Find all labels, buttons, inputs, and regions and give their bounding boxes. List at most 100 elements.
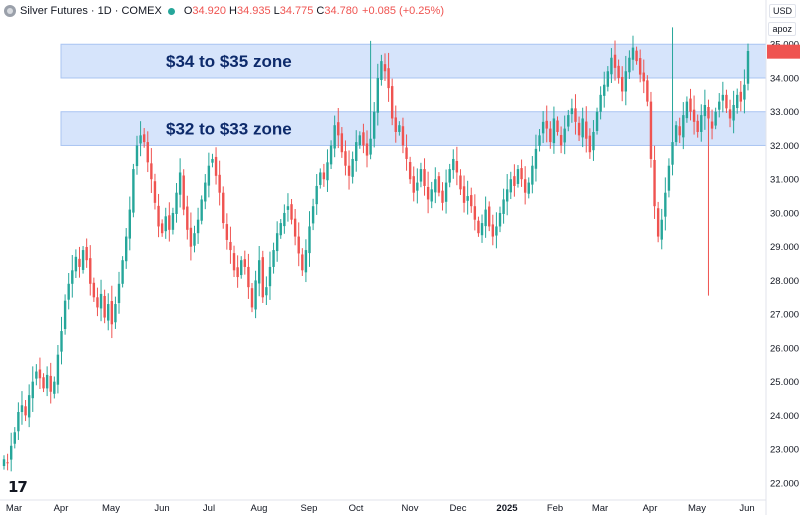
time-tick-label: Jul [203,503,215,514]
candle-body [322,172,326,180]
candle-body [592,131,595,151]
candle-body [132,169,135,213]
candle-body [452,158,455,171]
candle-body [692,109,696,122]
candle-body [373,111,376,139]
candle-body [218,174,221,193]
zones-layer [60,43,767,146]
candle-body [498,212,502,227]
candle-body [624,71,627,92]
candle-body [35,371,38,379]
candle-body [225,224,229,240]
candle-body [696,120,699,132]
time-tick-label: Apr [54,503,69,514]
candle-body [200,199,203,221]
time-tick-label: 2025 [496,503,518,514]
candle-body [326,162,329,181]
candle-body [275,233,279,252]
candle-body [308,226,311,254]
candle-body [53,381,56,394]
candle-body [642,72,645,82]
candle-body [319,172,322,185]
candle-body [337,122,340,136]
open-label: O [183,5,193,17]
candle-body [96,297,99,308]
candle-body [351,158,354,177]
candle-body [92,282,96,298]
candle-body [527,182,530,194]
candle-body [588,135,592,153]
candle-body [117,283,121,304]
candle-body [617,65,620,78]
candle-body [707,107,710,119]
candle-body [290,204,293,220]
candle-body [718,101,721,110]
time-tick-label: Jun [154,503,169,514]
candle-body [49,375,52,392]
candle-body [283,212,286,227]
candle-body [401,126,405,146]
candle-body [78,258,81,267]
tradingview-logo-icon[interactable]: 17 [8,478,28,496]
candle-body [585,121,588,139]
candle-body [437,176,441,193]
candle-body [455,160,459,173]
candle-body [164,216,167,232]
currency-selector[interactable]: USD [768,4,796,18]
candle-body [160,223,164,234]
price-zone [60,43,767,79]
candle-body [628,57,631,73]
candle-body [383,64,387,72]
candle-body [664,192,667,217]
candle-body [513,176,516,186]
candle-body [257,260,261,284]
time-tick-label: Feb [547,503,563,514]
candle-body [103,295,106,318]
time-tick-label: Sep [301,503,318,514]
candle-body [434,179,437,193]
candle-body [85,247,88,261]
candle-body [376,77,379,113]
candle-body [736,94,739,109]
price-tick-label: 26.000 [770,343,799,354]
candle-body [20,405,24,413]
candle-body [621,76,624,92]
candle-body [394,117,397,132]
price-axis[interactable]: 22.000 23.000 24.000 25.000 26.000 27.000 28.0… [765,0,800,515]
candle-body [150,163,153,180]
candle-body [725,94,728,109]
candle-body [168,215,171,230]
time-tick-label: Oct [349,503,364,514]
candle-body [545,120,548,129]
candle-body [613,54,617,68]
time-tick-label: Jun [739,503,754,514]
candle-body [480,223,484,236]
candle-body [470,195,473,207]
candle-body [509,179,512,193]
candle-body [279,223,282,236]
candle-body [646,80,649,102]
candle-body [27,395,31,418]
candle-body [746,50,750,84]
candle-body [214,156,218,176]
candle-body [189,227,193,247]
candle-body [157,205,160,227]
candle-body [196,219,200,234]
scale-selector[interactable]: apoz [768,22,796,36]
candle-body [674,125,678,143]
candle-body [603,84,606,96]
candle-body [9,445,13,460]
time-axis[interactable]: Mar Apr May Jun Jul Aug Sep Oct Nov Dec 2025 Feb Mar… [0,499,766,514]
candle-body [520,168,523,180]
candle-body [297,236,300,254]
candle-body [247,266,250,288]
candle-body [99,293,103,309]
candle-body [301,254,304,271]
symbol-title[interactable]: Silver Futures · 1D · COMEX [20,5,162,17]
candle-body [311,206,315,224]
candle-body [2,459,6,467]
candle-body [477,220,480,234]
price-zone [60,111,767,146]
time-tick-label: Aug [251,503,268,514]
